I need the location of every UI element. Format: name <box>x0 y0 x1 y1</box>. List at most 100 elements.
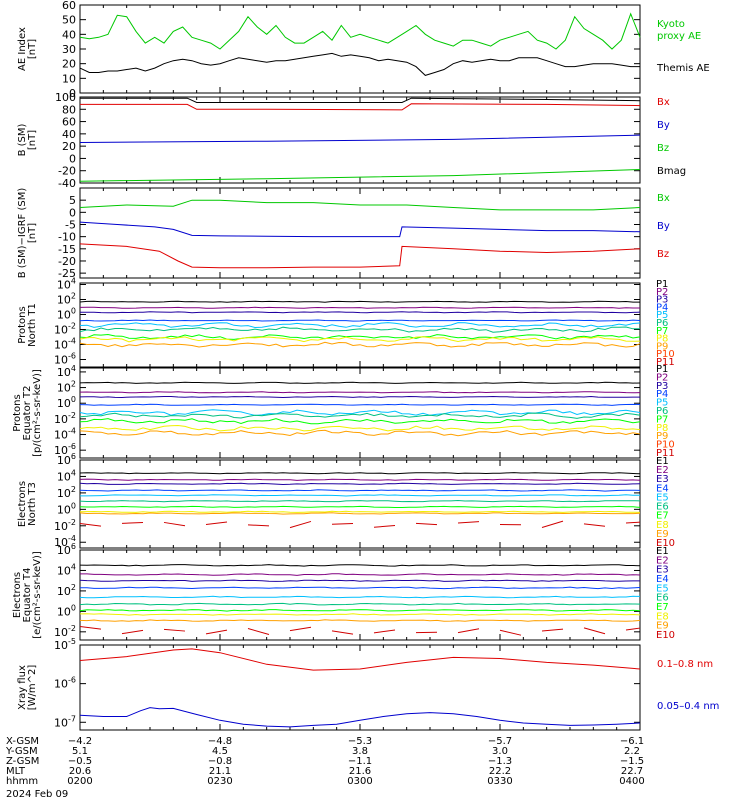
series-line-en3-E10 <box>626 522 640 523</box>
series-line-ee4-E5 <box>80 596 640 598</box>
series-line-en3-E10 <box>374 526 395 528</box>
series-line-ee4-E10 <box>584 628 605 634</box>
y-tick-label: 100 <box>57 395 76 410</box>
y-axis-label: [nT] <box>27 130 38 150</box>
series-line-en3-E10 <box>542 521 563 527</box>
y-tick-label: 10-2 <box>54 518 76 533</box>
legend-bsm-Bx: Bx <box>657 97 670 108</box>
series-line-pn1-P9 <box>80 342 640 347</box>
y-tick-label: 60 <box>62 116 76 129</box>
series-line-en3-E5 <box>80 495 640 496</box>
series-line-pn1-P6 <box>80 327 640 332</box>
footer-value: 0330 <box>487 776 512 787</box>
y-tick-label: 10-2 <box>54 411 76 426</box>
y-tick-label: 102 <box>57 583 76 598</box>
legend-bsm-Bmag: Bmag <box>657 166 686 177</box>
series-line-en3-E10 <box>332 524 353 525</box>
series-line-pe2-P3 <box>80 397 640 398</box>
series-line-pe2-P2 <box>80 392 640 393</box>
panel-frame-bigrf <box>80 188 640 278</box>
series-line-xray-0108nm <box>80 649 640 670</box>
y-tick-label: 100 <box>57 307 76 322</box>
series-line-pe2-P6 <box>80 413 640 418</box>
y-tick-label: -5 <box>65 218 76 231</box>
y-tick-label: 102 <box>57 380 76 395</box>
legend-xray-0108nm: 0.1–0.8 nm <box>657 659 713 670</box>
series-line-en3-E2 <box>80 479 640 480</box>
series-line-pe2-P8 <box>80 426 640 431</box>
series-line-en3-E10 <box>248 525 269 526</box>
footer-value: 0300 <box>347 776 372 787</box>
y-tick-label: 60 <box>62 0 76 12</box>
y-axis-label: [nT] <box>27 39 38 59</box>
footer-value: 0400 <box>619 776 644 787</box>
y-tick-label: 20 <box>62 140 76 153</box>
legend-bigrf-By: By <box>657 221 670 232</box>
series-line-ee4-E10 <box>374 630 395 633</box>
series-line-pn1-P3 <box>80 312 640 313</box>
series-line-bigrf-Bz <box>80 244 640 268</box>
series-line-ee4-E9 <box>80 620 640 622</box>
series-line-en3-E10 <box>584 524 605 526</box>
y-tick-label: 80 <box>62 103 76 116</box>
series-line-ae-ThemisAE <box>80 53 640 75</box>
series-line-pe2-P9 <box>80 430 640 435</box>
y-axis-label: [e/(cm²-s-sr-keV)] <box>32 551 43 639</box>
series-line-en3-E10 <box>122 522 143 523</box>
y-tick-label: 104 <box>57 277 76 292</box>
y-tick-label: 106 <box>57 452 76 467</box>
series-line-ee4-E10 <box>80 626 101 629</box>
legend-ae-kyoto-2: proxy AE <box>657 31 701 42</box>
series-line-bigrf-By <box>80 222 640 237</box>
series-line-ee4-E10 <box>458 629 479 633</box>
y-tick-label: 10-4 <box>54 337 76 352</box>
series-line-en3-E8 <box>80 511 640 512</box>
series-line-ee4-E10 <box>542 629 563 631</box>
y-tick-label: 40 <box>62 128 76 141</box>
series-line-en3-E10 <box>290 521 311 527</box>
legend-ee4-E10: E10 <box>656 630 675 641</box>
y-tick-label: 100 <box>57 501 76 516</box>
series-line-en3-E1 <box>80 473 640 474</box>
series-line-en3-E3 <box>80 483 640 484</box>
legend-ae-kyoto: Kyoto <box>657 19 685 30</box>
series-line-en3-E6 <box>80 501 640 502</box>
y-tick-label: 104 <box>57 562 76 577</box>
series-line-en3-E10 <box>416 523 437 524</box>
y-tick-label: 10-6 <box>54 676 76 691</box>
y-tick-label: 104 <box>57 468 76 483</box>
series-line-en3-E10 <box>164 522 185 525</box>
series-line-pe2-P7 <box>80 419 640 424</box>
series-line-ee4-E1 <box>80 565 640 567</box>
y-tick-label: 30 <box>62 43 76 56</box>
legend-bigrf-Bz: Bz <box>657 249 669 260</box>
y-tick-label: -20 <box>58 165 76 178</box>
legend-bsm-Bz: Bz <box>657 143 669 154</box>
footer-date: 2024 Feb 09 <box>6 789 68 800</box>
series-line-pn1-P1 <box>80 301 640 302</box>
legend-ae-ThemisAE: Themis AE <box>656 63 710 74</box>
y-axis-label: [nT] <box>27 223 38 243</box>
series-line-bsm-By <box>80 135 640 142</box>
footer-value: 0230 <box>207 776 232 787</box>
series-line-ee4-E10 <box>332 631 353 634</box>
series-line-en3-E10 <box>206 522 227 524</box>
legend-bsm-By: By <box>657 120 670 131</box>
series-line-ee4-E10 <box>206 630 227 634</box>
y-tick-label: 5 <box>69 194 76 207</box>
y-tick-label: 102 <box>57 485 76 500</box>
series-line-ee4-E10 <box>164 629 185 631</box>
y-axis-label: North T1 <box>27 303 38 347</box>
y-tick-label: 10 <box>62 72 76 85</box>
series-line-ee4-E4 <box>80 587 640 589</box>
series-line-en3-E4 <box>80 490 640 491</box>
series-line-ae-KyotoproxyAE <box>80 14 640 49</box>
series-line-pn1-P5 <box>80 323 640 328</box>
series-line-ee4-E10 <box>500 630 521 635</box>
panel-frame-ee4 <box>80 550 640 640</box>
y-tick-label: 10-2 <box>54 322 76 337</box>
y-tick-label: 104 <box>57 364 76 379</box>
y-axis-label: North T3 <box>27 482 38 526</box>
